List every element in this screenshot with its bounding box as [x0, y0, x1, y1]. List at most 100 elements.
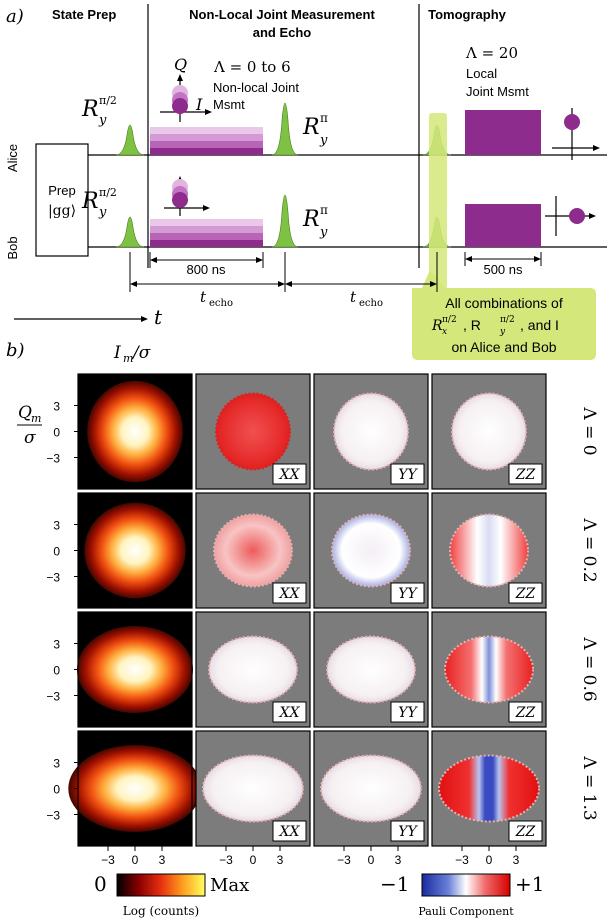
y-tick-label: 3 [53, 519, 60, 533]
x-tick-label: 3 [277, 853, 284, 867]
gate-label-alice-half: R π/2 y [81, 94, 117, 128]
pauli-tag: XX [279, 586, 301, 602]
x-tick-label: −3 [101, 853, 115, 867]
panel-a-label: a) [6, 6, 24, 27]
pauli-cell: ZZ [431, 611, 547, 728]
pauli-cell: XX [195, 611, 311, 728]
timing-echo: t echo t echo [129, 252, 438, 309]
svg-text:echo: echo [209, 298, 233, 309]
iq-axes-alice-tomo [552, 108, 600, 160]
colorbar-pauli: −1 +1 Pauli Component [380, 872, 544, 918]
y-tick-label: −3 [46, 452, 60, 466]
x-tick-label: 3 [513, 853, 520, 867]
x-tick-label: 0 [486, 853, 493, 867]
callout-line3: on Alice and Bob [451, 339, 556, 355]
y-axis-title: Q m σ [17, 403, 42, 448]
pauli-tag: XX [279, 467, 301, 483]
svg-text:π/2: π/2 [99, 186, 117, 199]
callout-line2: R π/2 x , R π/2 y , and I [431, 315, 559, 337]
svg-text:m: m [31, 412, 41, 425]
section-joint-line1: Non-Local Joint Measurement [189, 7, 375, 22]
heatmap-grid: XX YY ZZ 3 0 −3 Λ = 0 XX YY ZZ 3 0 −3 Λ = 0.2 XX YY ZZ 3 0… [46, 373, 599, 867]
callout-column [429, 113, 447, 290]
pauli-tag: ZZ [515, 467, 536, 483]
row-lambda-label: Λ = 0.6 [579, 636, 599, 701]
lambda-tomo: Λ = 20 [465, 44, 518, 62]
pauli-tag: YY [398, 824, 418, 840]
pulse-alice-half [115, 124, 145, 156]
label-alice: Alice [5, 144, 20, 172]
pauli-tag: XX [279, 824, 301, 840]
pulse-bob-pi [271, 194, 299, 248]
panel-b-label: b) [6, 340, 25, 361]
nonlocal-msmt-bob [150, 219, 263, 247]
pauli-tag-box [272, 820, 307, 842]
y-tick-label: 0 [53, 545, 60, 559]
x-tick-label: 3 [159, 853, 166, 867]
svg-text:π: π [320, 111, 328, 125]
svg-text:π: π [320, 203, 328, 217]
colorbar-log-max: Max [210, 875, 249, 896]
pauli-tag: YY [398, 586, 418, 602]
colorbar-log-min: 0 [94, 872, 107, 896]
heatmap-cell [77, 611, 193, 728]
y-tick-label: 3 [53, 638, 60, 652]
svg-text:echo: echo [359, 298, 383, 309]
svg-text:y: y [98, 113, 107, 128]
nonlocal-msmt-alice [150, 127, 263, 155]
y-tick-label: −3 [46, 571, 60, 585]
pauli-cell: XX [195, 492, 311, 609]
svg-text:y: y [319, 133, 328, 148]
panel-a: a) State Prep Non-Local Joint Measuremen… [5, 4, 607, 360]
svg-text:Q: Q [18, 403, 32, 423]
local-label-1: Local [466, 66, 497, 81]
pauli-tag-box [390, 701, 425, 723]
y-tick-label: 3 [53, 400, 60, 414]
x-tick-label: −3 [337, 853, 351, 867]
svg-text:π/2: π/2 [500, 315, 515, 325]
row-lambda-label: Λ = 0 [579, 406, 599, 455]
pauli-cell: ZZ [431, 730, 547, 847]
x-axis-title: I m /σ [113, 343, 151, 365]
prep-box [35, 143, 89, 257]
iq-axes-bob-tomo [545, 196, 596, 236]
pauli-cell: YY [313, 492, 429, 609]
section-joint-line2: and Echo [253, 25, 312, 40]
t-echo-1: t [200, 288, 207, 306]
iq-axes-alice-joint: Q I [160, 55, 212, 122]
section-tomography: Tomography [428, 7, 507, 22]
prep-label: Prep [48, 183, 75, 198]
pauli-cell: ZZ [431, 492, 547, 609]
heatmap-cell [77, 373, 193, 490]
svg-text:y: y [499, 327, 506, 337]
svg-text:I: I [113, 343, 121, 363]
y-tick-label: 0 [53, 783, 60, 797]
axis-i-label: I [195, 95, 203, 114]
x-tick-label: 0 [250, 853, 257, 867]
nonlocal-label-2: Msmt [213, 97, 245, 112]
pauli-tag-box [508, 582, 543, 604]
y-tick-label: 0 [53, 426, 60, 440]
heatmap-cell [77, 492, 193, 609]
pauli-cell: XX [195, 730, 311, 847]
local-msmt-alice [465, 110, 541, 155]
svg-text:y: y [319, 225, 328, 240]
iq-axes-bob-joint [164, 176, 210, 216]
pauli-tag: YY [398, 705, 418, 721]
y-tick-label: 0 [53, 664, 60, 678]
colorbar-pauli-max: +1 [515, 872, 544, 896]
svg-text:π/2: π/2 [99, 94, 117, 107]
gate-label-bob-pi: R π y [302, 203, 328, 240]
axis-q-label: Q [174, 55, 187, 74]
x-tick-label: −3 [455, 853, 469, 867]
svg-text:π/2: π/2 [442, 315, 457, 325]
pauli-tag-box [390, 582, 425, 604]
nonlocal-label-1: Non-local Joint [213, 80, 299, 95]
local-msmt-bob [465, 204, 541, 247]
svg-text:y: y [98, 205, 107, 220]
pauli-tag-box [508, 701, 543, 723]
svg-text:/σ: /σ [131, 343, 151, 363]
callout-line1: All combinations of [445, 295, 563, 311]
x-tick-label: 3 [395, 853, 402, 867]
gate-label-alice-pi: R π y [302, 111, 328, 148]
